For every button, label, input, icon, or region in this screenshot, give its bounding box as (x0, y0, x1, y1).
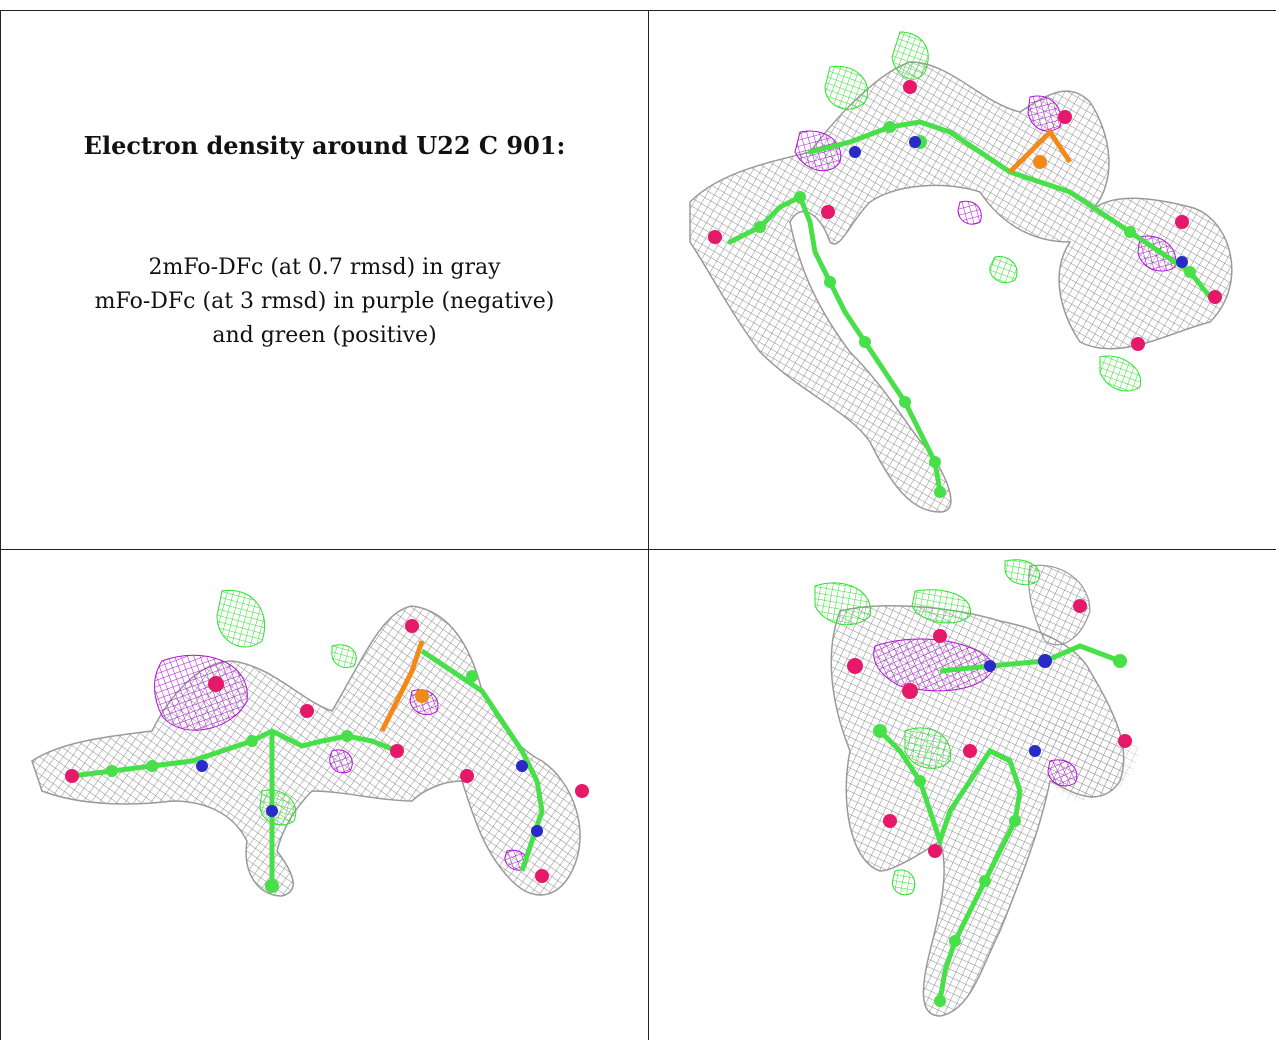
atoms-bottom-right (847, 599, 1132, 1007)
green-density-2 (331, 644, 357, 668)
purple-density-2 (1027, 95, 1062, 132)
atoms-top-right (708, 80, 1222, 498)
legend-line-purple: mFo-DFc (at 3 rmsd) in purple (negative) (94, 289, 555, 314)
table-middle-divider (0, 549, 1276, 550)
green-density-5 (891, 869, 916, 896)
purple-density-2 (1047, 759, 1078, 787)
green-density-3 (259, 789, 297, 826)
purple-density-3 (329, 749, 353, 774)
atom-chain (727, 193, 943, 495)
density-image-top-right (689, 31, 1233, 513)
caption-title: Electron density around U22 C 901: (83, 131, 566, 160)
green-density-1 (814, 582, 871, 626)
green-density-2 (911, 589, 971, 624)
density-image-bottom-left (31, 589, 589, 897)
purple-density-1 (154, 654, 248, 731)
legend-line-green: and green (positive) (212, 323, 437, 348)
green-density-4 (1099, 355, 1142, 392)
purple-density-3 (957, 200, 982, 225)
table-left-border (0, 10, 1, 1040)
gray-mesh-side (1028, 564, 1091, 646)
density-panel-bottom-right (650, 551, 1276, 1040)
green-density-3 (1004, 559, 1040, 586)
legend-line-gray: 2mFo-DFc (at 0.7 rmsd) in gray (148, 255, 501, 280)
table-center-divider (648, 10, 649, 1040)
green-density-1 (216, 589, 266, 648)
phosphate-bonds (379, 640, 425, 733)
green-density-1 (891, 31, 929, 80)
green-density-3 (989, 256, 1018, 284)
caption-legend: 2mFo-DFc (at 0.7 rmsd) in gray mFo-DFc (… (1, 251, 648, 353)
atom-chain-2 (877, 728, 1013, 849)
caption-cell: Electron density around U22 C 901: 2mFo-… (1, 11, 648, 549)
phosphate-bonds (1008, 128, 1073, 174)
gray-mesh-surface (830, 605, 1125, 1017)
gray-mesh-surface (689, 61, 1233, 513)
density-image-bottom-right (814, 559, 1140, 1017)
density-panel-top-right (650, 12, 1276, 548)
green-density-2 (824, 65, 868, 110)
density-panel-bottom-left (2, 551, 647, 1040)
gray-mesh-surface (31, 605, 581, 897)
atoms-bottom-left (65, 619, 589, 893)
table-top-border (0, 10, 1276, 11)
green-density-4 (904, 727, 952, 769)
